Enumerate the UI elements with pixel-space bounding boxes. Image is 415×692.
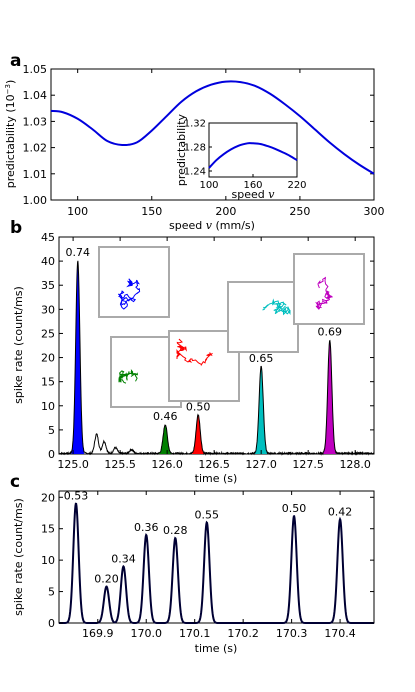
inset-xtick-label: 220 <box>287 180 306 191</box>
trajectory-path <box>117 278 141 310</box>
panel-c-xtick-label: 170.4 <box>324 627 356 640</box>
panel-a-xtick-label: 150 <box>141 205 162 218</box>
trajectory-path <box>176 338 213 367</box>
inset-ticks: 100 160 220 1.24 1.28 1.32 <box>184 119 307 192</box>
panel-b-ytick-label: 45 <box>41 231 55 244</box>
panel-b-xlabel: time (s) <box>195 472 238 485</box>
panel-c-peak-label: 0.36 <box>134 521 159 534</box>
panel-a-letter: a <box>10 51 21 71</box>
panel-a-ytick-label: 1.00 <box>23 194 48 207</box>
panel-b-peak-label: 0.65 <box>249 352 274 365</box>
panel-c-letter: c <box>10 472 20 492</box>
panel-b-peak-label: 0.74 <box>66 246 91 259</box>
trajectory-inset <box>98 246 170 318</box>
panel-b-ytick-label: 30 <box>41 303 55 316</box>
panel-c-peak-label: 0.20 <box>94 573 119 586</box>
panel-b-ytick-label: 35 <box>41 279 55 292</box>
panel-b-peak-label: 0.46 <box>153 410 178 423</box>
panel-a-series-line <box>50 80 375 175</box>
panel-b-xtick-label: 125.5 <box>104 458 136 471</box>
inset-ytick-label: 1.28 <box>184 143 206 154</box>
panel-a-frame <box>50 68 375 201</box>
trajectory-inset-frame <box>293 253 365 325</box>
trajectory-path <box>262 298 291 316</box>
panel-b-xtick-label: 128.0 <box>339 458 371 471</box>
panel-a-xtick-label: 200 <box>215 205 236 218</box>
panel-c-peak-labels: 0.53 0.20 0.34 0.36 0.28 0.55 0.50 0.42 <box>64 490 353 586</box>
panel-b-xtick-label: 127.0 <box>245 458 277 471</box>
panel-b-peak-label: 0.50 <box>186 400 211 413</box>
panel-b-trace <box>58 260 375 456</box>
panel-c: 169.9 170.0 170.1 170.2 170.3 170.4 0 5 10 15 20 0… <box>12 490 375 655</box>
panel-c-trace <box>59 502 374 624</box>
panel-a: 100 150 200 250 3001.001.011.021.031.041.05 … <box>4 63 385 232</box>
trajectory-path <box>315 276 333 310</box>
inset-ytick-label: 1.24 <box>184 167 206 178</box>
panel-a-ytick-label: 1.04 <box>23 89 48 102</box>
panel-b-ytick-label: 0 <box>48 448 55 461</box>
panel-c-xtick-label: 170.1 <box>179 627 211 640</box>
panel-c-xtick-label: 170.3 <box>276 627 308 640</box>
panel-b-ytick-label: 5 <box>48 424 55 437</box>
panel-a-ticks: 100 150 200 250 300 1.00 1.01 1.02 1.03 1.04 1.05 <box>23 63 385 218</box>
inset-ytick-label: 1.32 <box>184 119 206 130</box>
panel-c-ytick-label: 5 <box>48 586 55 599</box>
inset-xlabel: speed v <box>232 188 276 201</box>
panel-c-ylabel: spike rate (count/ms) <box>12 498 25 616</box>
panel-b-ytick-label: 15 <box>41 376 55 389</box>
panel-c-peak-label: 0.28 <box>163 524 188 537</box>
panel-a-xtick-label: 300 <box>364 205 385 218</box>
panel-a-ytick-label: 1.01 <box>23 168 48 181</box>
trajectory-path <box>118 368 139 384</box>
panel-b: 125.0 125.5 126.0 126.5 127.0 127.5 128.0 0 5 10 1… <box>12 231 375 485</box>
panel-c-peak-label: 0.42 <box>328 505 353 518</box>
panel-b-xtick-label: 127.5 <box>292 458 324 471</box>
panel-c-peak-label: 0.55 <box>195 508 220 521</box>
panel-a-xtick-label: 100 <box>67 205 88 218</box>
panel-b-ticks: 125.0 125.5 126.0 126.5 127.0 127.5 128.0 0 5 10 1… <box>41 231 374 471</box>
inset-frame <box>208 122 298 178</box>
panel-c-xlabel: time (s) <box>195 642 238 655</box>
panel-c-ytick-label: 0 <box>48 617 55 630</box>
panel-c-xtick-label: 169.9 <box>82 627 114 640</box>
panel-c-ytick-label: 10 <box>41 554 55 567</box>
panel-b-xtick-label: 126.5 <box>198 458 230 471</box>
inset-xtick-label: 100 <box>199 180 218 191</box>
panel-c-xtick-label: 170.2 <box>227 627 259 640</box>
panel-b-trajectory-insets <box>98 246 365 408</box>
panel-b-peak-label: 0.69 <box>318 326 343 339</box>
panel-b-ylabel: spike rate (count/ms) <box>12 286 25 404</box>
panel-a-inset: 100 160 220 1.24 1.28 1.32 speed v predictabi… <box>175 113 307 201</box>
trajectory-inset-frame <box>227 281 299 353</box>
panel-c-peak-label: 0.34 <box>111 552 136 565</box>
panel-b-ytick-label: 25 <box>41 327 55 340</box>
panel-b-letter: b <box>10 218 22 238</box>
inset-series-line <box>208 142 298 169</box>
panel-a-xlabel: speed v (mm/s) <box>169 219 255 232</box>
panel-b-xtick-label: 126.0 <box>151 458 183 471</box>
trajectory-inset <box>293 253 365 325</box>
trajectory-inset <box>227 281 299 353</box>
panel-b-peak-labels: 0.74 0.46 0.50 0.65 0.69 <box>66 246 343 423</box>
panel-c-peak-label: 0.50 <box>282 502 307 515</box>
panel-b-xtick-label: 125.0 <box>57 458 89 471</box>
panel-a-ytick-label: 1.05 <box>23 63 48 76</box>
panel-a-xtick-label: 250 <box>289 205 310 218</box>
panel-a-ylabel: predictability (10−3) <box>4 80 17 189</box>
panel-b-ytick-label: 10 <box>41 400 55 413</box>
panel-a-ytick-label: 1.03 <box>23 115 48 128</box>
inset-xtick-label: 160 <box>243 180 262 191</box>
panel-c-ytick-label: 15 <box>41 523 55 536</box>
trajectory-inset-frame <box>98 246 170 318</box>
panel-a-ytick-label: 1.02 <box>23 142 48 155</box>
panel-b-ytick-label: 40 <box>41 255 55 268</box>
panel-b-ytick-label: 20 <box>41 352 55 365</box>
panel-c-peak-label: 0.53 <box>64 490 89 503</box>
panel-c-ytick-label: 20 <box>41 491 55 504</box>
panel-c-xtick-label: 170.0 <box>130 627 162 640</box>
panel-c-ticks: 169.9 170.0 170.1 170.2 170.3 170.4 0 5 10 15 20 <box>41 491 374 640</box>
inset-ylabel: predictability <box>175 113 188 186</box>
